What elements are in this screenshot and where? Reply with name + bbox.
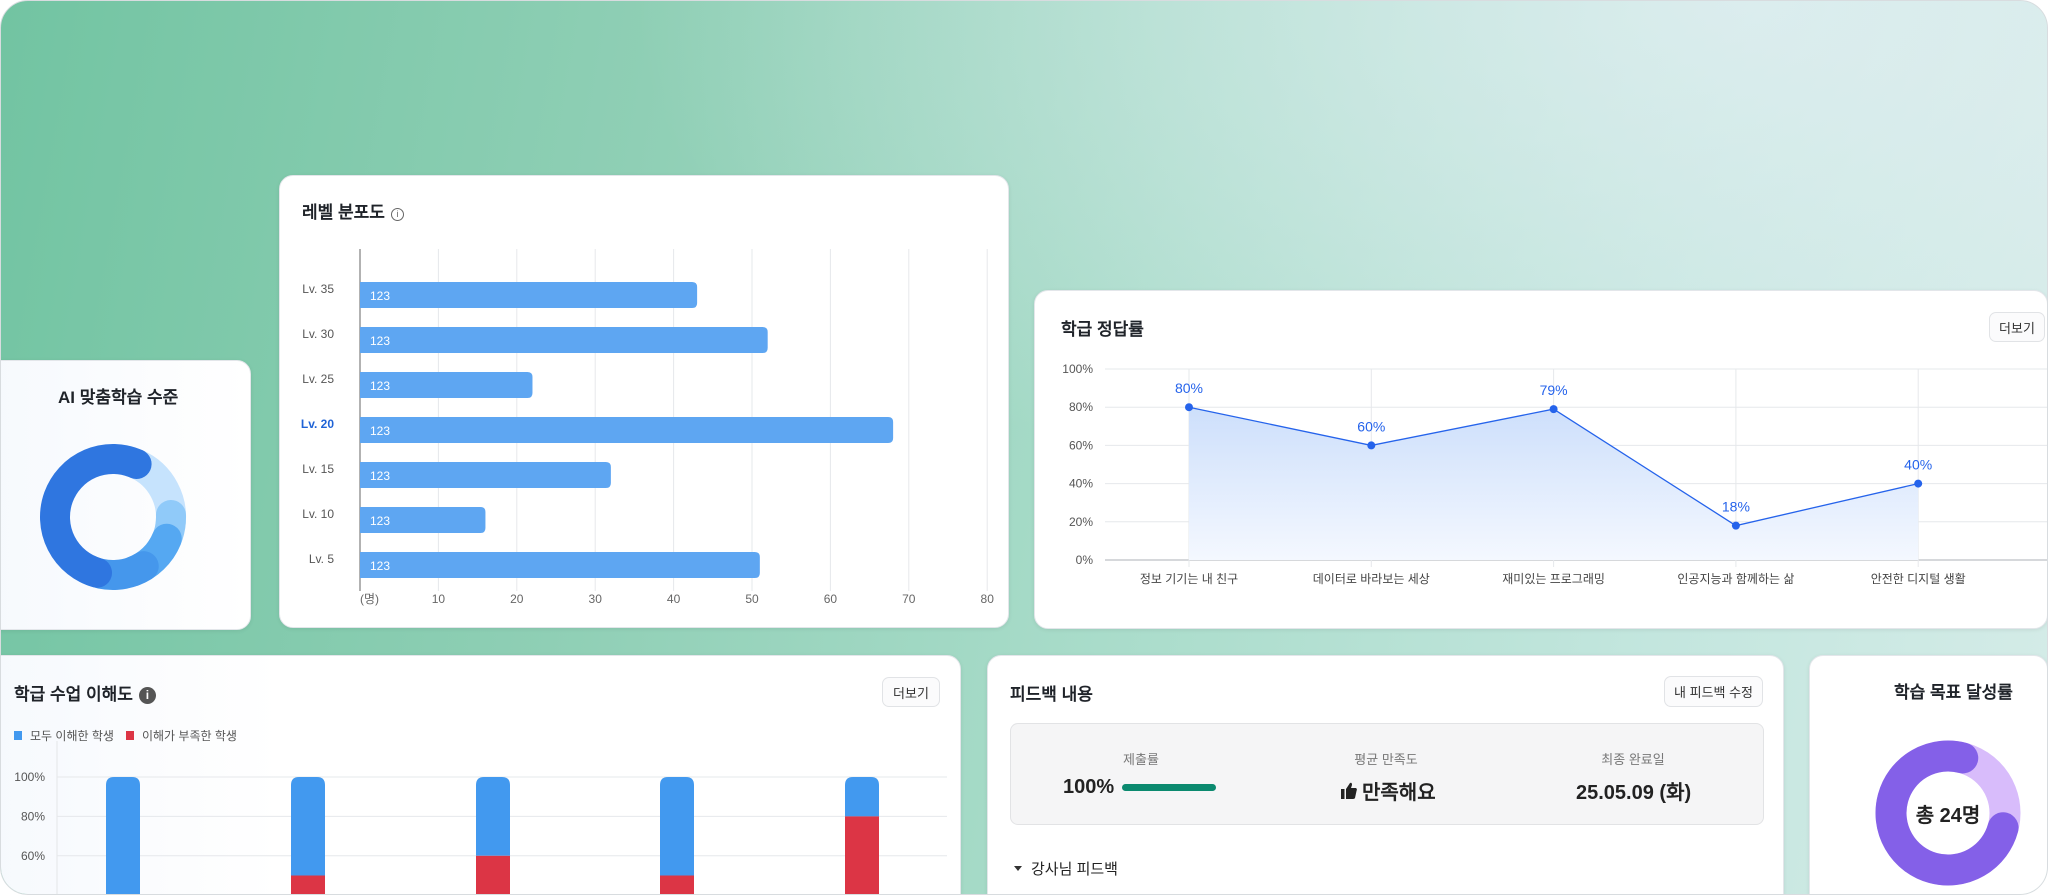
ai-level-title: AI 맞춤학습 수준 [58, 388, 179, 407]
satisfaction-label: 평균 만족도 [1354, 752, 1418, 767]
comprehension-title-text: 학급 수업 이해도 [14, 685, 133, 704]
legend-swatch-understood [14, 731, 22, 740]
ai-level-panel: AI 맞춤학습 수준 [1, 360, 251, 630]
correct-rate-panel: 학급 정답률 더보기 [1034, 290, 2047, 629]
satisfaction-value: 만족해요 [1341, 776, 1436, 805]
goal-title: 학습 목표 달성률 [1894, 683, 2013, 702]
correct-rate-title: 학급 정답률 [1061, 320, 1144, 339]
goal-center-label: 총 24명 [1915, 805, 1981, 827]
submission-rate-label: 제출률 [1123, 752, 1159, 767]
submission-rate-text: 100% [1063, 776, 1115, 798]
instructor-feedback-toggle[interactable]: 강사님 피드백 [1014, 858, 1118, 879]
level-distribution-title: 레벨 분포도 i [302, 198, 404, 223]
caret-down-icon [1014, 866, 1022, 871]
comprehension-title: 학급 수업 이해도 i [14, 680, 156, 705]
comprehension-panel: 학급 수업 이해도 i 더보기 모두 이해한 학생 이해가 부족한 학생 [1, 655, 961, 894]
goal-panel: 학습 목표 달성률 [1809, 655, 2047, 894]
legend: 모두 이해한 학생 이해가 부족한 학생 [14, 727, 237, 744]
submission-progress-bar [1122, 784, 1217, 791]
level-distribution-panel: 레벨 분포도 i [279, 175, 1009, 628]
info-outline-icon[interactable]: i [390, 208, 404, 221]
completion-date-value: 25.05.09 (화) [1576, 782, 1692, 804]
feedback-title: 피드백 내용 [1010, 685, 1093, 704]
thumbs-up-icon [1341, 782, 1357, 799]
feedback-panel: 피드백 내용 내 피드백 수정 제출률 100% 평균 만족도 만족해요 최종 … [987, 655, 1784, 894]
info-filled-icon[interactable]: i [138, 687, 156, 704]
completion-date-label: 최종 완료일 [1601, 752, 1665, 767]
feedback-stats-box: 제출률 100% 평균 만족도 만족해요 최종 완료일 25.05.09 (화) [1010, 723, 1764, 825]
satisfaction-text: 만족해요 [1362, 782, 1436, 804]
level-distribution-title-text: 레벨 분포도 [302, 203, 385, 222]
edit-feedback-button[interactable]: 내 피드백 수정 [1664, 676, 1763, 707]
submission-progress-fill [1122, 784, 1217, 791]
instructor-feedback-label: 강사님 피드백 [1031, 861, 1118, 878]
correct-rate-more-button[interactable]: 더보기 [1989, 312, 2045, 342]
legend-swatch-lacking [125, 731, 134, 740]
comprehension-more-button[interactable]: 더보기 [882, 677, 940, 707]
legend-label-lacking: 이해가 부족한 학생 [141, 729, 237, 743]
submission-rate-value: 100% [1063, 776, 1217, 799]
legend-label-understood: 모두 이해한 학생 [30, 729, 114, 743]
